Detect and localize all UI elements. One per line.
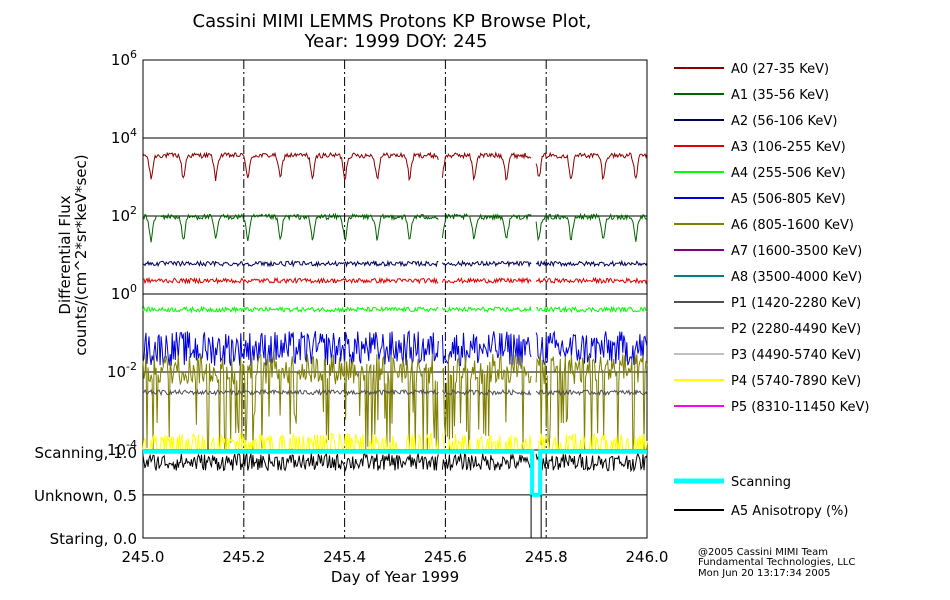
y-tick-label: 104: [111, 126, 137, 147]
x-tick-label: 245.8: [525, 548, 568, 566]
legend-label: A8 (3500-4000 KeV): [731, 270, 862, 285]
y-tick-exponent: -4: [126, 438, 137, 451]
lower-tick-label: Staring, 0.0: [50, 530, 137, 548]
x-axis-ticks: 245.0 245.2 245.4 245.6 245.8 246.0: [122, 548, 669, 566]
legend-label: A2 (56-106 KeV): [731, 114, 837, 129]
legend-label: P1 (1420-2280 KeV): [731, 296, 861, 311]
y-tick-base: 10: [111, 207, 130, 225]
x-tick-label: 245.0: [122, 548, 165, 566]
legend-label: P4 (5740-7890 KeV): [731, 374, 861, 389]
y-tick-exponent: 6: [130, 48, 137, 61]
legend-label: A5 Anisotropy (%): [731, 504, 848, 519]
credit-line-3: Mon Jun 20 13:17:34 2005: [698, 568, 831, 579]
legend-label: A6 (805-1600 KeV): [731, 218, 854, 233]
y-tick-exponent: -2: [126, 360, 137, 373]
credit-line-1: @2005 Cassini MIMI Team: [698, 547, 828, 558]
legend-label: A7 (1600-3500 KeV): [731, 244, 862, 259]
legend-label: A5 (506-805 KeV): [731, 192, 846, 207]
lower-tick-label: Unknown, 0.5: [34, 487, 137, 505]
y-tick-label: 10-4: [107, 438, 137, 459]
legend-label: A3 (106-255 KeV): [731, 140, 846, 155]
legend-label: A1 (35-56 KeV): [731, 88, 829, 103]
y-axis-label: Differential Flux counts/(cm^2*sr*keV*se…: [56, 154, 90, 355]
y-axis-label-line2: counts/(cm^2*sr*keV*sec): [72, 154, 90, 355]
x-tick-label: 246.0: [626, 548, 669, 566]
series-line: [142, 151, 648, 182]
x-axis-label: Day of Year 1999: [331, 568, 459, 586]
series-line: [142, 388, 648, 397]
chart-subtitle: Year: 1999 DOY: 245: [304, 31, 488, 52]
series-line: [142, 259, 648, 268]
series-line: [142, 276, 648, 285]
lower-grid: [143, 450, 647, 538]
series-line: [142, 212, 648, 243]
credit-line-2: Fundamental Technologies, LLC: [698, 557, 855, 568]
legend-label: Scanning: [731, 475, 791, 490]
y-tick-exponent: 4: [130, 126, 137, 139]
y-tick-base: 10: [107, 363, 126, 381]
legend-label: A4 (255-506 KeV): [731, 166, 846, 181]
series-line: [142, 305, 648, 314]
lower-panel: Scanning, 1.0 Unknown, 0.5 Staring, 0.0: [34, 444, 648, 548]
legend-label: A0 (27-35 KeV): [731, 62, 829, 77]
y-tick-base: 10: [111, 51, 130, 69]
legend-label: P5 (8310-11450 KeV): [731, 400, 869, 415]
lower-axis-ticks: Scanning, 1.0 Unknown, 0.5 Staring, 0.0: [34, 444, 137, 548]
lower-series: [142, 449, 648, 538]
legend-label: P3 (4490-5740 KeV): [731, 348, 861, 363]
lower-tick-label: Scanning, 1.0: [34, 444, 137, 462]
y-tick-base: 10: [111, 285, 130, 303]
y-tick-base: 10: [111, 129, 130, 147]
series-line-scanning: [143, 449, 647, 497]
y-axis-label-line1: Differential Flux: [56, 195, 74, 314]
chart-title: Cassini MIMI LEMMS Protons KP Browse Plo…: [193, 11, 592, 32]
y-tick-exponent: 0: [130, 282, 137, 295]
series-line: [142, 329, 648, 367]
x-tick-label: 245.2: [222, 548, 265, 566]
legend-label: P2 (2280-4490 KeV): [731, 322, 861, 337]
y-tick-base: 10: [107, 441, 126, 459]
y-tick-label: 10-2: [107, 360, 137, 381]
x-tick-label: 245.4: [323, 548, 366, 566]
y-tick-label: 102: [111, 204, 137, 225]
y-tick-exponent: 2: [130, 204, 137, 217]
y-tick-label: 106: [111, 48, 137, 69]
series-line-anisotropy: [142, 452, 648, 473]
credits: @2005 Cassini MIMI Team Fundamental Tech…: [698, 547, 855, 579]
y-tick-label: 100: [111, 282, 137, 303]
legend: A0 (27-35 KeV) A1 (35-56 KeV) A2 (56-106 K…: [674, 62, 869, 519]
x-tick-label: 245.6: [424, 548, 467, 566]
